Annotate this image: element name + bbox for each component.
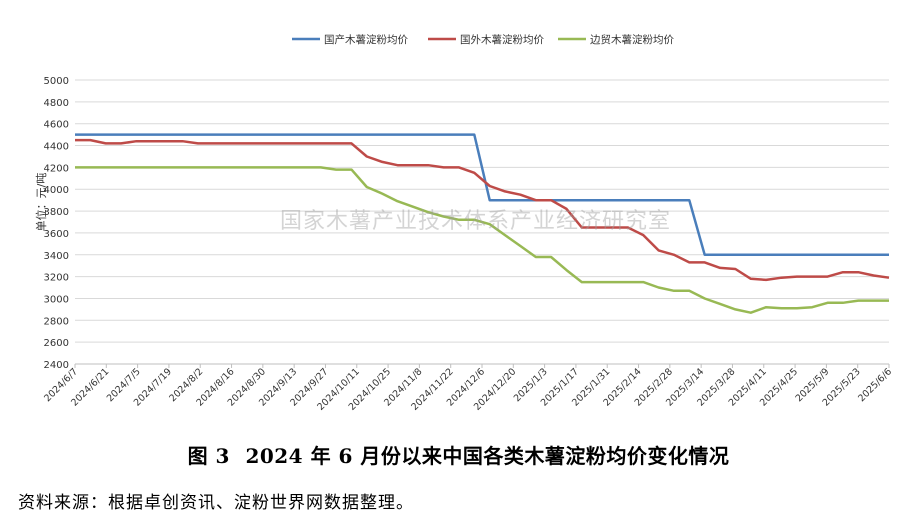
data-source-note: 资料来源：根据卓创资讯、淀粉世界网数据整理。	[18, 493, 414, 513]
y-tick-label: 4800	[44, 98, 69, 109]
watermark-text: 国家木薯产业技术体系产业经济研究室	[280, 209, 672, 234]
y-tick-label: 2800	[44, 316, 69, 327]
series-line-3	[75, 166, 889, 314]
y-tick-label: 3800	[44, 207, 69, 218]
y-tick-label: 4600	[44, 120, 69, 131]
legend-label-1: 国产木薯淀粉均价	[324, 33, 408, 46]
y-tick-label: 3600	[44, 229, 69, 240]
figure-number: 图 3	[187, 444, 230, 468]
y-tick-label: 4200	[44, 163, 69, 174]
y-tick-label: 2400	[44, 360, 69, 371]
y-tick-label: 3200	[44, 273, 69, 284]
y-tick-label: 5000	[44, 76, 69, 87]
y-tick-label: 2600	[44, 338, 69, 349]
figure-caption: 图 3 2024 年 6 月份以来中国各类木薯淀粉均价变化情况	[0, 440, 917, 469]
series-line-1	[75, 133, 889, 257]
y-tick-label: 4400	[44, 142, 69, 153]
x-tick-label: 2025/6/6	[856, 366, 894, 404]
y-tick-label: 4000	[44, 185, 69, 196]
line-chart: 2400 2600 2800 3000 3200 3400 3600 3800 4000 4200…	[34, 33, 894, 413]
y-axis-label: 单位：元/吨	[34, 173, 48, 232]
legend-label-2: 国外木薯淀粉均价	[460, 33, 544, 46]
legend-label-3: 边贸木薯淀粉均价	[590, 33, 674, 46]
figure-title: 2024 年 6 月份以来中国各类木薯淀粉均价变化情况	[245, 444, 730, 468]
series-line-2	[75, 138, 890, 282]
y-tick-label: 3400	[44, 251, 69, 262]
y-tick-label: 3000	[44, 294, 69, 305]
